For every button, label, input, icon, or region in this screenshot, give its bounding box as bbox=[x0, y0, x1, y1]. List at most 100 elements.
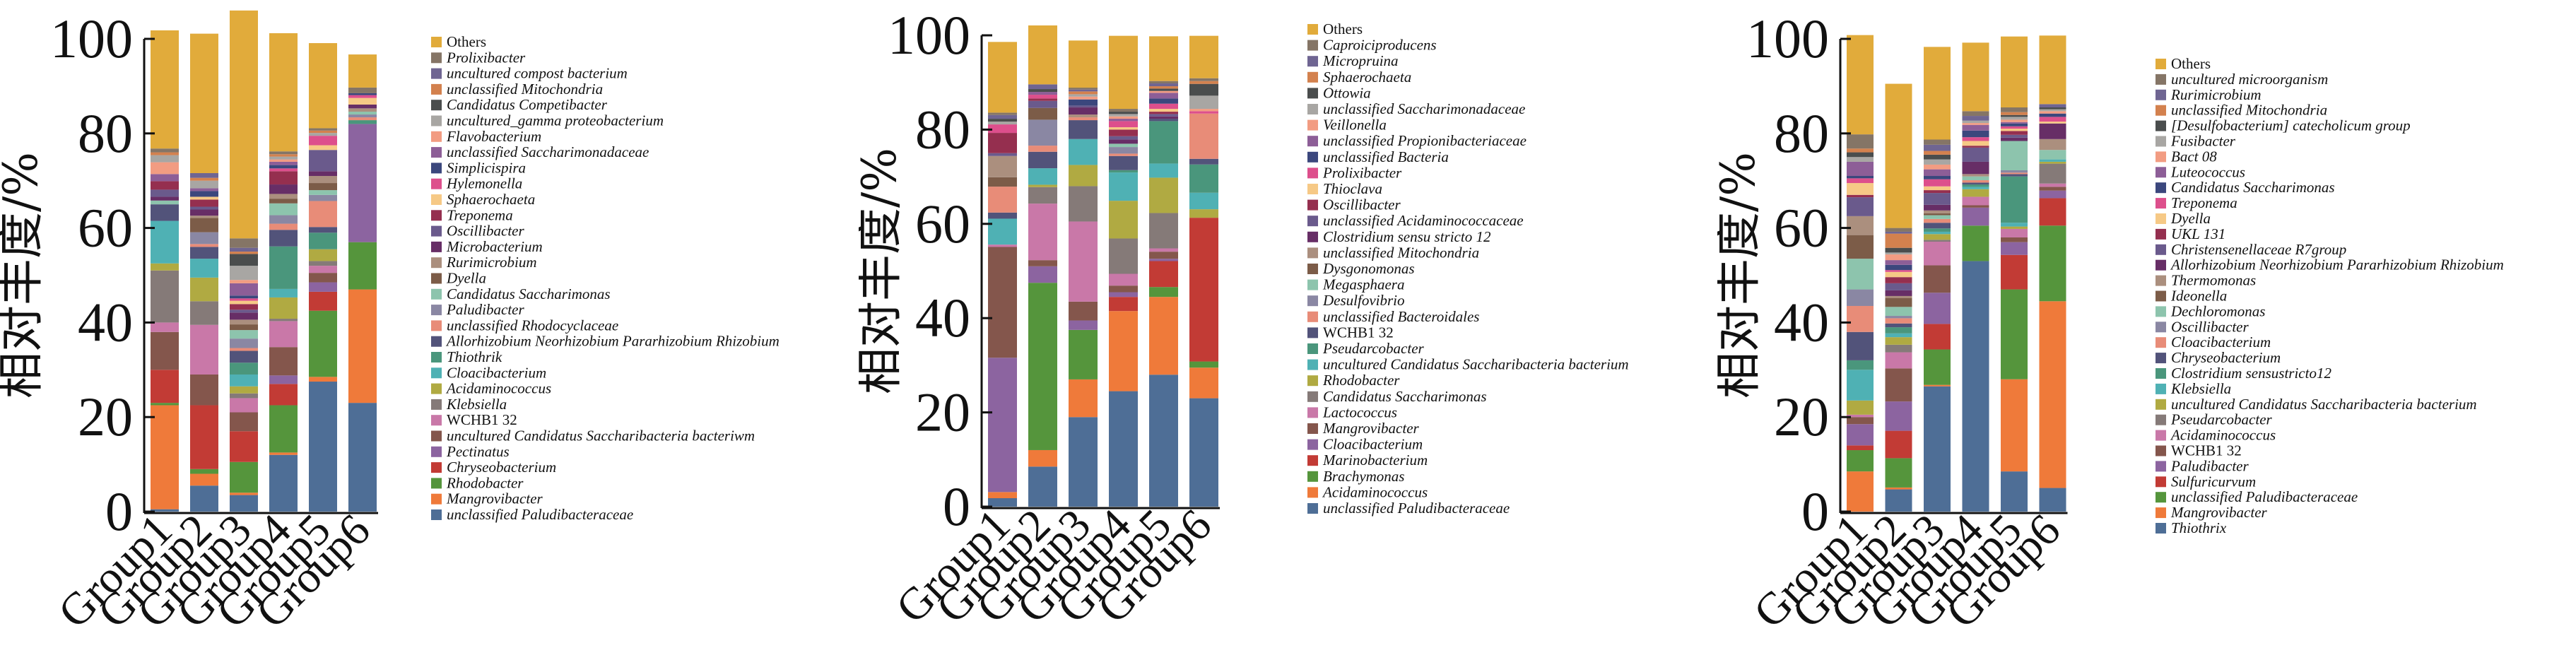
bar-segment-paludibacter bbox=[1847, 424, 1874, 445]
bar-segment-unclassified-rhodocyclaceae bbox=[348, 117, 377, 120]
bar-segment-acidaminococcus bbox=[1886, 353, 1912, 369]
bar-segment-brachymonas bbox=[1028, 283, 1057, 450]
bar-segment--desulfobacterium-catecholicum-group bbox=[1847, 153, 1874, 158]
bar-segment-mangrovibacter bbox=[151, 405, 179, 509]
bar-segment-clostridium-sensu-stricto-12 bbox=[1149, 117, 1178, 119]
bar-segment-ukl-131 bbox=[1963, 146, 1989, 148]
legend-item-label: unclassified Saccharimonadaceae bbox=[1323, 100, 1525, 117]
bar-segment-uncultured-candidatus-saccharibacteria-bacterium bbox=[1886, 337, 1912, 345]
y-tick-label: 80 bbox=[915, 98, 970, 160]
y-tick-label: 20 bbox=[915, 382, 970, 443]
legend-swatch bbox=[2156, 399, 2166, 410]
bar-segment-rurimicrobium bbox=[1886, 232, 1912, 234]
bar-segment-candidatus-saccharimonas bbox=[151, 201, 179, 204]
bar-segment-mangrovibacter bbox=[269, 452, 298, 454]
bar-segment-acidaminococcus bbox=[1149, 297, 1178, 375]
bar-segment-klebsiella bbox=[2001, 223, 2028, 226]
y-axis-label: 相对丰度/% bbox=[0, 152, 48, 399]
legend-swatch bbox=[2156, 90, 2166, 100]
bar-segment-unclassified-propionibacteriaceae bbox=[1028, 92, 1057, 95]
bar-segment-uncultured-candidatus-saccharibacteria-bacterium bbox=[1924, 234, 1951, 240]
legend-swatch bbox=[2156, 353, 2166, 363]
bar-segment-candidatus-saccharimonas bbox=[309, 190, 337, 195]
y-tick-label: 60 bbox=[1774, 197, 1829, 259]
bar-segment-treponema bbox=[151, 181, 179, 189]
legend-swatch bbox=[2156, 182, 2166, 193]
bar-segment-mangrovibacter bbox=[1924, 385, 1951, 387]
bar-segment-prolixibacter bbox=[1028, 95, 1057, 98]
bar-segment-others bbox=[1963, 42, 1989, 111]
legend-item-label: Pseudarcobacter bbox=[2170, 411, 2273, 428]
bar-segment-flavobacterium bbox=[269, 160, 298, 162]
bar-segment-paludibacter bbox=[1963, 208, 1989, 225]
bar-segment-unclassified-saccharimonadaceae bbox=[1189, 95, 1218, 109]
bar-segment-oscillibacter bbox=[988, 133, 1017, 153]
bar-segment-dyella bbox=[2001, 129, 2028, 131]
legend-swatch bbox=[431, 194, 442, 205]
bar-Group4 bbox=[1109, 36, 1138, 507]
bar-segment-chryseobacterium bbox=[269, 384, 298, 405]
bar-segment-wchb1-32 bbox=[1028, 152, 1057, 168]
legend-swatch bbox=[2156, 523, 2166, 534]
bar-segment-chryseobacterium bbox=[1963, 182, 1989, 184]
legend-item-label: Christensenellaceae R7group bbox=[2171, 241, 2346, 258]
bar-segment-uncultured-candidatus-saccharibacteria-bacteriwm bbox=[309, 273, 337, 282]
y-tick-label: 80 bbox=[78, 102, 133, 164]
legend-swatch bbox=[431, 384, 442, 394]
legend-item-label: uncultured Candidatus Saccharibacteria b… bbox=[2171, 396, 2477, 413]
legend-swatch bbox=[431, 509, 442, 520]
legend-item-label: Cloacibacterium bbox=[2171, 334, 2271, 350]
bar-segment-lactococcus bbox=[1069, 221, 1098, 301]
bar-segment-rurimicrobium bbox=[1924, 145, 1951, 151]
bar-Group5 bbox=[1149, 36, 1178, 507]
legend-swatch bbox=[1307, 455, 1318, 466]
bar-segment-caproiciproducens bbox=[1189, 78, 1218, 81]
bar-segment-cloacibacterium bbox=[2001, 172, 2028, 174]
bar-segment-prolixibacter bbox=[348, 88, 377, 93]
bar-Group3 bbox=[1069, 40, 1098, 507]
bar-segment-sulfuricurvum bbox=[1924, 324, 1951, 349]
legend-item-label: Allorhizobium Neorhizobium Pararhizobium… bbox=[2170, 257, 2504, 273]
bar-segment-bact-08 bbox=[1924, 165, 1951, 170]
bar-segment-prolixibacter bbox=[269, 151, 298, 154]
bar-segment-oscillibacter bbox=[2001, 170, 2028, 172]
stacked-bar-chart-2: 020406080100相对丰度/%Group1Group2Group3Grou… bbox=[859, 0, 1717, 660]
bar-segment-clostridium-sensustricto12 bbox=[1924, 228, 1951, 232]
bar-Group5 bbox=[2001, 37, 2028, 512]
bar-segment-paludibacter bbox=[309, 195, 337, 201]
legend-swatch bbox=[431, 462, 442, 473]
legend-swatch bbox=[2156, 136, 2166, 147]
y-tick-label: 80 bbox=[1774, 102, 1829, 164]
legend-item-label: unclassified Acidaminococcaceae bbox=[1323, 212, 1524, 229]
legend-item-label: Microbacterium bbox=[446, 238, 543, 255]
chart-panel-2: 0 20 40 60 80 100 相对丰度/% Group1 Group2 Group3 Grou… bbox=[859, 0, 1717, 660]
bar-segment-unclassified-mitochondria bbox=[988, 156, 1017, 177]
bar-segment-mangrovibacter bbox=[1028, 260, 1057, 266]
bar-segment-dechloromonas bbox=[1963, 177, 1989, 180]
legend-swatch bbox=[431, 147, 442, 158]
bar-segment-rurimicrobium bbox=[309, 176, 337, 183]
bar-segment-bact-08 bbox=[1886, 254, 1912, 260]
legend-item-label: Fusibacter bbox=[2170, 133, 2236, 150]
legend-swatch bbox=[431, 273, 442, 284]
bar-segment-flavobacterium bbox=[151, 163, 179, 175]
bar-segment-klebsiella bbox=[2040, 160, 2066, 162]
bar-segment-wchb1-32 bbox=[309, 266, 337, 273]
bar-segment-oscillibacter bbox=[1847, 290, 1874, 306]
bar-segment-clostridium-sensu-stricto-12 bbox=[1109, 139, 1138, 143]
bar-segment-oscillibacter bbox=[1149, 112, 1178, 114]
bar-segment-allorhizobium-neorhizobium-pararhizobium-rhizobium bbox=[1963, 162, 1989, 174]
bar-segment-chryseobacterium bbox=[1847, 332, 1874, 360]
bar-segment-uncultured-gamma-proteobacterium bbox=[269, 157, 298, 160]
bar-segment-ideonella bbox=[1924, 213, 1951, 216]
legend-swatch bbox=[2156, 198, 2166, 208]
legend-swatch bbox=[1307, 72, 1318, 83]
legend-item-label: Pseudarcobacter bbox=[1322, 340, 1425, 357]
bar-segment-micropruina bbox=[1069, 90, 1098, 92]
legend-item-label: Sulfuricurvum bbox=[2171, 473, 2256, 490]
bar-segment-klebsiella bbox=[151, 271, 179, 323]
legend-item-label: Acidaminococcus bbox=[445, 380, 551, 397]
bar-segment-unclassified-saccharimonadaceae bbox=[230, 283, 258, 295]
bar-segment-mangrovibacter bbox=[1149, 252, 1178, 259]
bar-Group1 bbox=[988, 42, 1017, 507]
